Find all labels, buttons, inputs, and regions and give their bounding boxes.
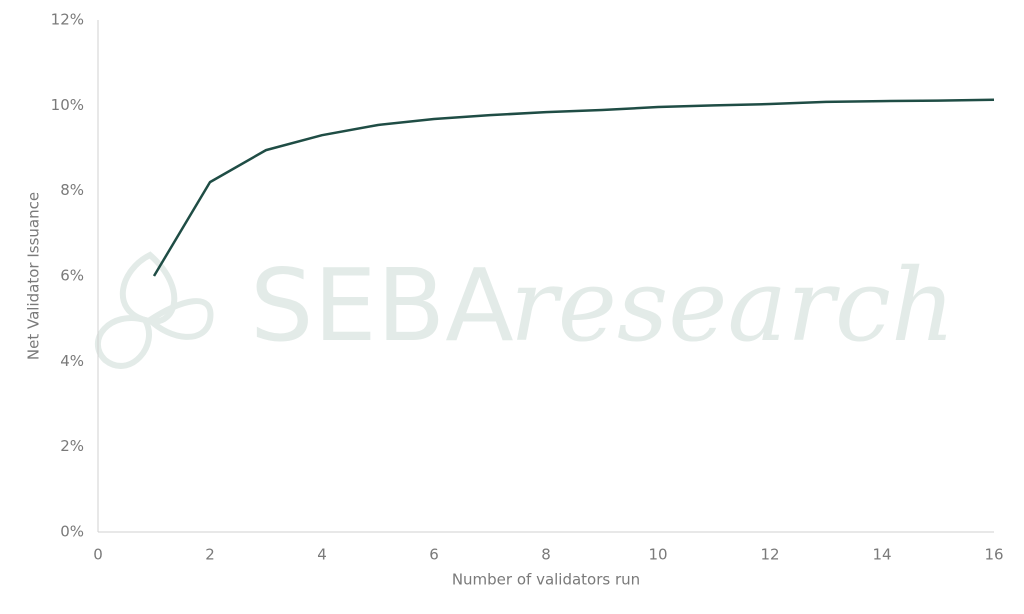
x-tick-label: 16 xyxy=(984,546,1003,564)
x-tick-label: 8 xyxy=(541,546,551,564)
watermark-logo xyxy=(94,251,214,369)
y-tick-label: 8% xyxy=(60,181,84,199)
y-tick-label: 6% xyxy=(60,267,84,285)
x-axis-label: Number of validators run xyxy=(452,571,640,589)
x-tick-label: 0 xyxy=(93,546,103,564)
y-tick-label: 4% xyxy=(60,352,84,370)
x-tick-label: 12 xyxy=(760,546,779,564)
y-tick-label: 12% xyxy=(51,11,84,29)
line xyxy=(152,98,995,277)
y-axis-label: Net Validator Issuance xyxy=(25,192,43,360)
x-tick-label: 4 xyxy=(317,546,327,564)
x-tick-label: 2 xyxy=(205,546,215,564)
y-tick-label: 0% xyxy=(60,523,84,541)
x-tick-label: 14 xyxy=(872,546,891,564)
x-tick-label: 6 xyxy=(429,546,439,564)
watermark-brand: SEBA xyxy=(250,247,514,364)
y-tick-label: 10% xyxy=(51,96,84,114)
watermark-suffix: research xyxy=(510,247,955,364)
y-tick-label: 2% xyxy=(60,437,84,455)
x-tick-label: 10 xyxy=(648,546,667,564)
